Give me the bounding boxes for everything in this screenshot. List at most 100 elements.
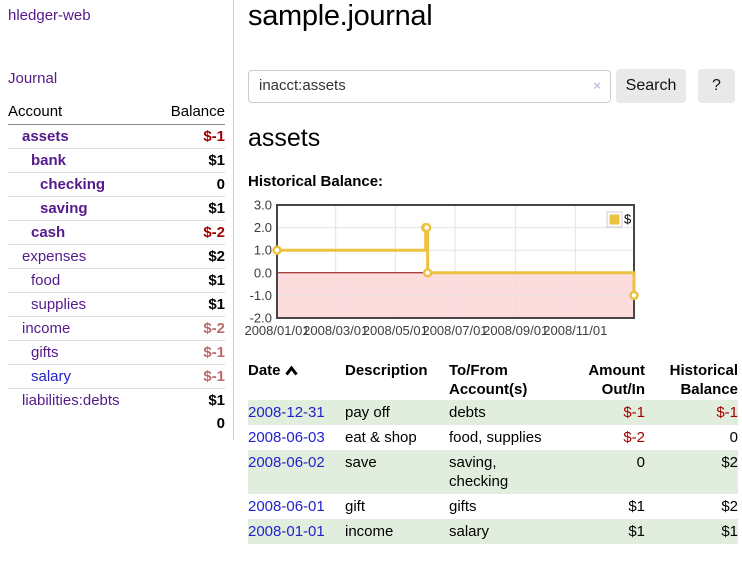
account-balance: $1 <box>154 292 225 317</box>
account-row: cash $-2 <box>8 220 225 245</box>
transaction-description: pay off <box>345 404 390 421</box>
transaction-accounts: debts <box>449 404 486 421</box>
account-link-bank[interactable]: bank <box>31 152 67 169</box>
svg-text:-1.0: -1.0 <box>250 288 272 303</box>
transaction-amount: $1 <box>628 498 645 515</box>
account-balance: 0 <box>154 172 225 197</box>
transaction-description: income <box>345 523 394 540</box>
register-header-date-label: Date <box>248 362 281 379</box>
account-link-liabilities-debts[interactable]: liabilities:debts <box>22 392 120 409</box>
register-row: 2008-01-01 income salary $1 $1 <box>248 519 738 544</box>
transaction-description: save <box>345 454 377 471</box>
account-row: supplies $1 <box>8 292 225 317</box>
account-row: expenses $2 <box>8 244 225 269</box>
historical-balance-chart: $3.0 2.0 1.0 0.0 -1.0 -2.0 2008/01/01 2008/03/0… <box>244 197 742 347</box>
svg-text:0.0: 0.0 <box>254 265 272 280</box>
svg-text:1.0: 1.0 <box>254 243 272 258</box>
accounts-header-account: Account <box>8 100 155 125</box>
svg-text:2008/03/01: 2008/03/01 <box>303 323 368 338</box>
accounts-table: Account Balance assets $-1 bank $1 checking 0… <box>8 100 225 435</box>
account-link-income[interactable]: income <box>22 320 71 337</box>
transaction-accounts: gifts <box>449 498 477 515</box>
clear-search-icon[interactable]: × <box>593 78 601 93</box>
transaction-balance: $-1 <box>716 404 738 421</box>
accounts-header-balance: Balance <box>154 100 225 125</box>
account-link-food[interactable]: food <box>31 272 61 289</box>
account-balance: $-1 <box>154 364 225 389</box>
account-balance: $1 <box>154 196 225 221</box>
account-link-saving[interactable]: saving <box>40 200 88 217</box>
account-row: food $1 <box>8 268 225 293</box>
register-header-amount: Amount Out/In <box>588 362 645 398</box>
account-row: liabilities:debts $1 <box>8 388 225 412</box>
journal-link[interactable]: Journal <box>8 70 58 87</box>
search-input[interactable] <box>249 71 589 100</box>
transaction-date-link[interactable]: 2008-06-01 <box>248 498 325 515</box>
transaction-amount: $1 <box>628 523 645 540</box>
transaction-date-link[interactable]: 2008-06-03 <box>248 429 325 446</box>
account-link-expenses[interactable]: expenses <box>22 248 87 265</box>
search-form: × Search ? <box>248 69 742 105</box>
svg-text:2008/09/01: 2008/09/01 <box>483 323 548 338</box>
main-content: sample.journal × Search ? assets Histori… <box>244 0 742 582</box>
transaction-description: eat & shop <box>345 429 417 446</box>
svg-text:2.0: 2.0 <box>254 220 272 235</box>
account-link-cash[interactable]: cash <box>31 224 66 241</box>
account-balance: $-2 <box>154 220 225 245</box>
register-table: Date Description To/From Account(s) Amou… <box>248 360 738 544</box>
svg-text:-2.0: -2.0 <box>250 311 272 326</box>
accounts-header-row: Account Balance <box>8 100 225 125</box>
register-header-balance: Historical Balance <box>669 362 738 398</box>
transaction-accounts: salary <box>449 523 490 540</box>
account-balance: $-2 <box>154 316 225 341</box>
account-balance: $1 <box>154 148 225 173</box>
accounts-total-spacer <box>8 412 154 435</box>
account-balance: $1 <box>154 388 225 412</box>
register-row: 2008-06-02 save saving, checking 0 $2 <box>248 450 738 494</box>
transaction-balance: 0 <box>729 429 738 446</box>
transaction-amount: $-2 <box>623 429 645 446</box>
svg-text:2008/07/01: 2008/07/01 <box>422 323 487 338</box>
svg-text:2008/05/01: 2008/05/01 <box>363 323 428 338</box>
help-button[interactable]: ? <box>698 69 735 103</box>
page-title: sample.journal <box>248 0 433 32</box>
account-heading: assets <box>248 124 321 152</box>
transaction-accounts: saving, checking <box>449 454 509 490</box>
accounts-total-value: 0 <box>216 415 225 432</box>
sidebar-divider <box>233 0 234 440</box>
account-link-supplies[interactable]: supplies <box>31 296 87 313</box>
account-balance: $1 <box>154 268 225 293</box>
sidebar: hledger-web Journal Account Balance asse… <box>0 0 233 582</box>
transaction-date-link[interactable]: 2008-06-02 <box>248 454 325 471</box>
account-link-salary[interactable]: salary <box>31 368 72 385</box>
svg-text:$: $ <box>624 212 632 227</box>
account-link-checking[interactable]: checking <box>40 176 106 193</box>
register-row: 2008-12-31 pay off debts $-1 $-1 <box>248 400 738 425</box>
account-row: gifts $-1 <box>8 340 225 365</box>
sort-ascending-icon <box>284 365 298 376</box>
account-balance: $-1 <box>203 128 225 145</box>
transaction-amount: 0 <box>636 454 645 471</box>
register-header-date[interactable]: Date <box>248 360 345 400</box>
transaction-amount: $-1 <box>623 404 645 421</box>
account-row: saving $1 <box>8 196 225 221</box>
account-balance: $2 <box>154 244 225 269</box>
transaction-balance: $2 <box>721 454 738 471</box>
transaction-date-link[interactable]: 2008-12-31 <box>248 404 325 421</box>
account-row: assets $-1 <box>8 125 225 149</box>
transaction-accounts: food, supplies <box>449 429 542 446</box>
register-header-row: Date Description To/From Account(s) Amou… <box>248 360 738 400</box>
account-row: checking 0 <box>8 172 225 197</box>
search-box: × <box>248 70 611 103</box>
search-button[interactable]: Search <box>616 69 686 103</box>
transaction-balance: $2 <box>721 498 738 515</box>
account-row: income $-2 <box>8 316 225 341</box>
account-link-gifts[interactable]: gifts <box>31 344 59 361</box>
app-title-link[interactable]: hledger-web <box>8 7 91 24</box>
transaction-date-link[interactable]: 2008-01-01 <box>248 523 325 540</box>
svg-text:2008/01/01: 2008/01/01 <box>244 323 309 338</box>
transaction-description: gift <box>345 498 366 515</box>
register-header-description: Description <box>345 362 428 379</box>
account-link-assets[interactable]: assets <box>22 128 69 145</box>
